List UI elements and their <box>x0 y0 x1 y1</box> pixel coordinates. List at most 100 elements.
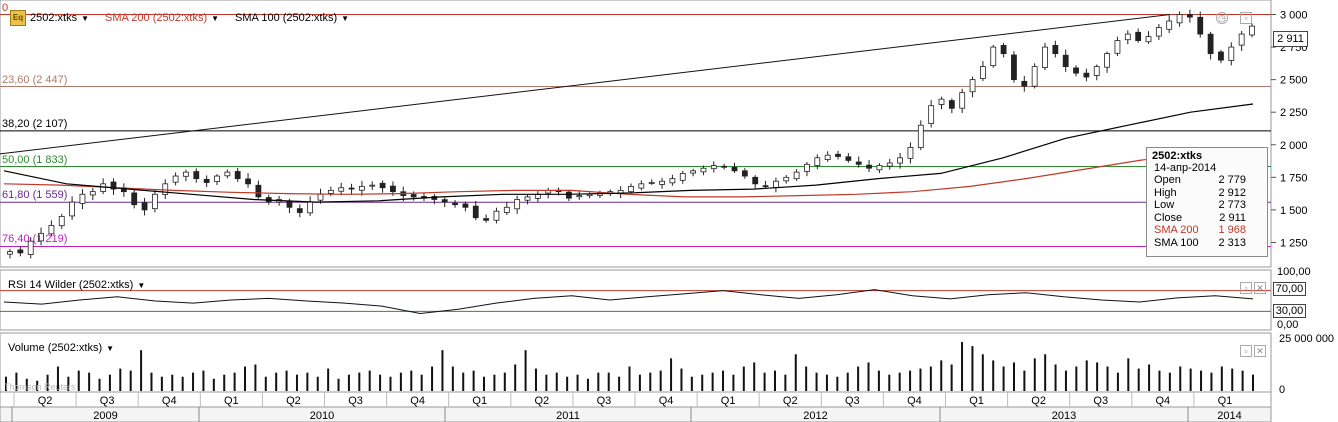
volume-bar <box>1210 372 1213 391</box>
candle <box>1238 30 1245 51</box>
candle <box>483 214 490 223</box>
quarter-label: Q3 <box>845 395 860 407</box>
quarter-label: Q2 <box>1031 395 1046 407</box>
volume-bar <box>233 372 236 391</box>
candle-body <box>162 183 169 195</box>
volume-bar <box>1127 358 1130 391</box>
volume-bar <box>597 372 600 391</box>
volume-bar <box>327 368 330 391</box>
candle-body <box>27 240 34 256</box>
volume-bar <box>971 346 974 391</box>
candle <box>141 197 148 216</box>
candle <box>172 172 179 186</box>
candle-body <box>659 180 665 185</box>
volume-bar <box>1116 372 1119 391</box>
candle <box>845 153 852 163</box>
candle-body <box>855 161 862 165</box>
rsi-label[interactable]: RSI 14 Wilder (2502:xtks) <box>8 279 134 291</box>
candle <box>1052 40 1059 58</box>
candle <box>1093 64 1100 81</box>
candle <box>866 160 872 173</box>
candle <box>1135 28 1142 43</box>
volume-bar <box>701 374 704 391</box>
candle-body <box>151 193 158 210</box>
candle <box>1073 65 1079 77</box>
candle-body <box>731 167 738 172</box>
candle <box>980 61 986 82</box>
candle-body <box>669 178 676 184</box>
symbol-label[interactable]: 2502:xtks <box>30 12 78 24</box>
price-panel <box>0 0 1272 268</box>
candle <box>990 44 997 68</box>
candle-body <box>1249 25 1255 36</box>
candle-body <box>866 164 872 169</box>
volume-bar <box>950 364 953 391</box>
rsi-dropdown-icon[interactable]: ▼ <box>137 280 146 290</box>
volume-label[interactable]: Volume (2502:xtks) <box>8 342 103 354</box>
candle <box>566 189 572 202</box>
eq-icon[interactable]: Eq <box>10 10 26 26</box>
candle <box>452 200 458 208</box>
candle-body <box>183 171 189 177</box>
volume-maximize-icon[interactable]: ▫ <box>1240 345 1252 357</box>
maximize-icon[interactable]: ▫ <box>1240 12 1252 24</box>
symbol-dropdown-icon[interactable]: ▼ <box>81 13 90 23</box>
volume-bar <box>244 366 247 391</box>
volume-bar <box>867 362 870 391</box>
volume-bar <box>119 368 122 391</box>
sma100-dropdown-icon[interactable]: ▼ <box>341 13 350 23</box>
volume-dropdown-icon[interactable]: ▼ <box>106 343 115 353</box>
candle <box>752 175 759 189</box>
candle <box>151 190 158 213</box>
volume-bar <box>77 370 80 391</box>
fib-label: 38,20 (2 107) <box>2 117 68 130</box>
candle-body <box>959 92 966 109</box>
candle <box>110 178 117 195</box>
volume-bar <box>773 370 776 391</box>
candle <box>462 201 469 212</box>
price-tick-label: 3 000 <box>1280 10 1308 22</box>
volume-bar <box>441 350 444 391</box>
candle <box>1166 15 1173 34</box>
candle <box>762 180 769 190</box>
volume-bar <box>1106 366 1109 391</box>
candle <box>131 189 138 209</box>
candle <box>1207 31 1214 60</box>
year-axis <box>0 406 1272 422</box>
volume-bar <box>358 372 361 391</box>
sma100-label[interactable]: SMA 100 (2502:xtks) <box>235 12 338 24</box>
candle <box>1114 36 1121 57</box>
candle <box>648 179 655 185</box>
sma200-label[interactable]: SMA 200 (2502:xtks) <box>105 12 208 24</box>
candle-body <box>1187 14 1193 18</box>
candle-body <box>1011 54 1017 81</box>
candle-body <box>886 162 893 167</box>
infobox-date: 14-апр-2014 <box>1154 162 1217 174</box>
rsi-close-icon[interactable]: ✕ <box>1254 282 1266 294</box>
candle-body <box>897 157 903 164</box>
candle-body <box>1083 72 1090 78</box>
candle <box>1083 68 1090 82</box>
candle <box>203 175 210 188</box>
sma200-dropdown-icon[interactable]: ▼ <box>211 13 220 23</box>
infobox-row: SMA 100 2 313 <box>1154 236 1246 249</box>
clock-icon[interactable]: ◷ <box>1216 12 1228 24</box>
volume-bar <box>285 370 288 391</box>
volume-bar <box>649 372 652 391</box>
quarter-label: Q4 <box>162 395 177 407</box>
volume-close-icon[interactable]: ✕ <box>1254 345 1266 357</box>
quarter-label: Q2 <box>535 395 550 407</box>
candle-body <box>131 192 138 206</box>
candle-body <box>410 194 417 198</box>
candle <box>876 163 883 174</box>
candle-body <box>814 157 821 166</box>
candle-body <box>1062 54 1069 68</box>
volume-bar <box>306 372 309 391</box>
candle <box>296 204 303 218</box>
volume-bar <box>794 354 797 391</box>
volume-bar <box>514 364 517 391</box>
candle-body <box>710 165 717 170</box>
candle <box>162 179 169 199</box>
candle-body <box>1228 46 1235 61</box>
rsi-maximize-icon[interactable]: ▫ <box>1240 282 1252 294</box>
